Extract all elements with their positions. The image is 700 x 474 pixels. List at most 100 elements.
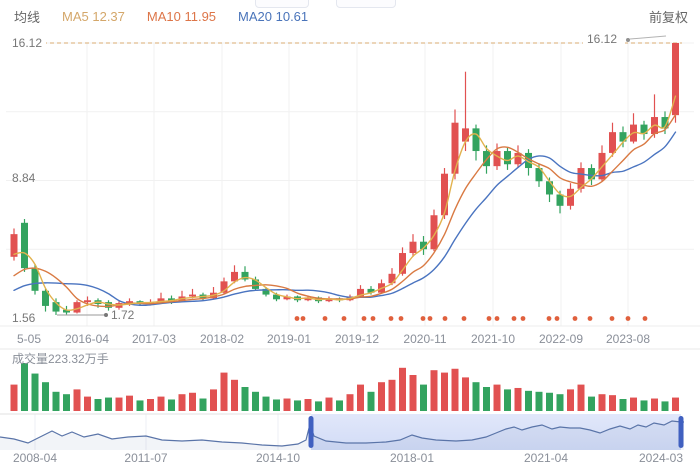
volume-bar[interactable]	[168, 399, 175, 411]
volume-bar[interactable]	[325, 397, 333, 411]
volume-bar[interactable]	[535, 391, 543, 411]
candle[interactable]	[73, 302, 81, 313]
volume-bar[interactable]	[283, 398, 291, 411]
candle[interactable]	[399, 253, 406, 274]
volume-bar[interactable]	[409, 375, 417, 411]
candle[interactable]	[241, 271, 249, 280]
volume-bar[interactable]	[304, 399, 312, 411]
volume-bar[interactable]	[73, 389, 81, 411]
candle[interactable]	[367, 288, 375, 293]
event-dot[interactable]	[554, 316, 560, 321]
event-dot[interactable]	[294, 316, 300, 321]
volume-bar[interactable]	[441, 372, 448, 411]
volume-bar[interactable]	[136, 400, 144, 411]
candle[interactable]	[472, 128, 480, 152]
event-dot[interactable]	[642, 316, 648, 321]
volume-bar[interactable]	[94, 399, 102, 411]
event-dot[interactable]	[370, 316, 376, 321]
candle[interactable]	[304, 297, 312, 301]
volume-bar[interactable]	[10, 384, 18, 411]
volume-bar[interactable]	[567, 389, 574, 411]
candle[interactable]	[609, 132, 616, 153]
candle[interactable]	[577, 168, 585, 189]
candle[interactable]	[514, 152, 522, 165]
event-dot[interactable]	[486, 316, 492, 321]
candle[interactable]	[504, 151, 511, 165]
nav-right-handle[interactable]	[678, 416, 684, 448]
volume-bar[interactable]	[63, 394, 70, 411]
volume-bar[interactable]	[346, 394, 354, 411]
volume-bar[interactable]	[588, 396, 595, 411]
event-dot[interactable]	[609, 316, 615, 321]
candle[interactable]	[357, 288, 364, 297]
candle[interactable]	[168, 298, 175, 302]
event-dot[interactable]	[398, 316, 404, 321]
volume-bar[interactable]	[241, 387, 249, 411]
volume-bar[interactable]	[231, 379, 238, 411]
volume-bar[interactable]	[357, 384, 364, 411]
candle[interactable]	[441, 173, 448, 216]
volume-bar[interactable]	[483, 387, 490, 411]
event-dot[interactable]	[520, 316, 526, 321]
candle[interactable]	[231, 271, 238, 282]
volume-bar[interactable]	[189, 392, 196, 411]
event-dot[interactable]	[546, 316, 552, 321]
candle[interactable]	[325, 298, 333, 302]
volume-bar[interactable]	[430, 370, 438, 411]
volume-bar[interactable]	[399, 367, 406, 411]
candle[interactable]	[493, 151, 501, 167]
candle[interactable]	[220, 281, 228, 293]
volume-bar[interactable]	[178, 394, 186, 411]
candle[interactable]	[84, 300, 91, 303]
event-dot[interactable]	[625, 316, 631, 321]
volume-bar[interactable]	[577, 384, 585, 411]
volume-bar[interactable]	[199, 398, 207, 411]
event-dot[interactable]	[420, 316, 426, 321]
nav-left-handle[interactable]	[308, 416, 314, 448]
volume-bar[interactable]	[367, 391, 375, 411]
candle[interactable]	[31, 268, 39, 291]
volume-bar[interactable]	[640, 400, 648, 411]
candle[interactable]	[189, 294, 196, 297]
candle[interactable]	[556, 194, 564, 206]
event-dot[interactable]	[341, 316, 347, 321]
volume-bar[interactable]	[504, 389, 511, 411]
volume-bar[interactable]	[661, 401, 669, 411]
volume-bar[interactable]	[619, 399, 627, 411]
candle[interactable]	[42, 290, 49, 306]
volume-bar[interactable]	[598, 394, 606, 411]
candle[interactable]	[52, 302, 60, 312]
candle[interactable]	[157, 298, 165, 303]
event-dot[interactable]	[361, 316, 367, 321]
candle[interactable]	[21, 222, 28, 269]
candle[interactable]	[10, 234, 18, 257]
candle[interactable]	[420, 241, 427, 250]
volume-bar[interactable]	[472, 382, 480, 411]
volume-bar[interactable]	[514, 387, 522, 411]
volume-bar[interactable]	[672, 397, 679, 411]
candle[interactable]	[409, 241, 417, 254]
candle[interactable]	[588, 168, 595, 180]
volume-bar[interactable]	[451, 368, 459, 411]
nav-selected-range[interactable]	[311, 414, 681, 450]
event-dot[interactable]	[572, 316, 578, 321]
event-dot[interactable]	[388, 316, 394, 321]
volume-bar[interactable]	[52, 391, 60, 411]
event-dot[interactable]	[322, 316, 328, 321]
volume-bar[interactable]	[388, 379, 396, 411]
volume-bar[interactable]	[21, 363, 28, 411]
candle[interactable]	[105, 302, 112, 308]
volume-bar[interactable]	[630, 397, 637, 411]
volume-bar[interactable]	[105, 397, 112, 411]
volume-bar[interactable]	[220, 372, 228, 411]
candle[interactable]	[672, 43, 679, 116]
volume-bar[interactable]	[147, 399, 154, 411]
volume-bar[interactable]	[294, 400, 301, 411]
candle[interactable]	[262, 288, 270, 295]
event-dot[interactable]	[442, 316, 448, 321]
candle[interactable]	[535, 168, 543, 182]
event-dot[interactable]	[511, 316, 517, 321]
volume-bar[interactable]	[157, 396, 165, 411]
candle[interactable]	[63, 309, 70, 313]
candle[interactable]	[661, 117, 669, 129]
